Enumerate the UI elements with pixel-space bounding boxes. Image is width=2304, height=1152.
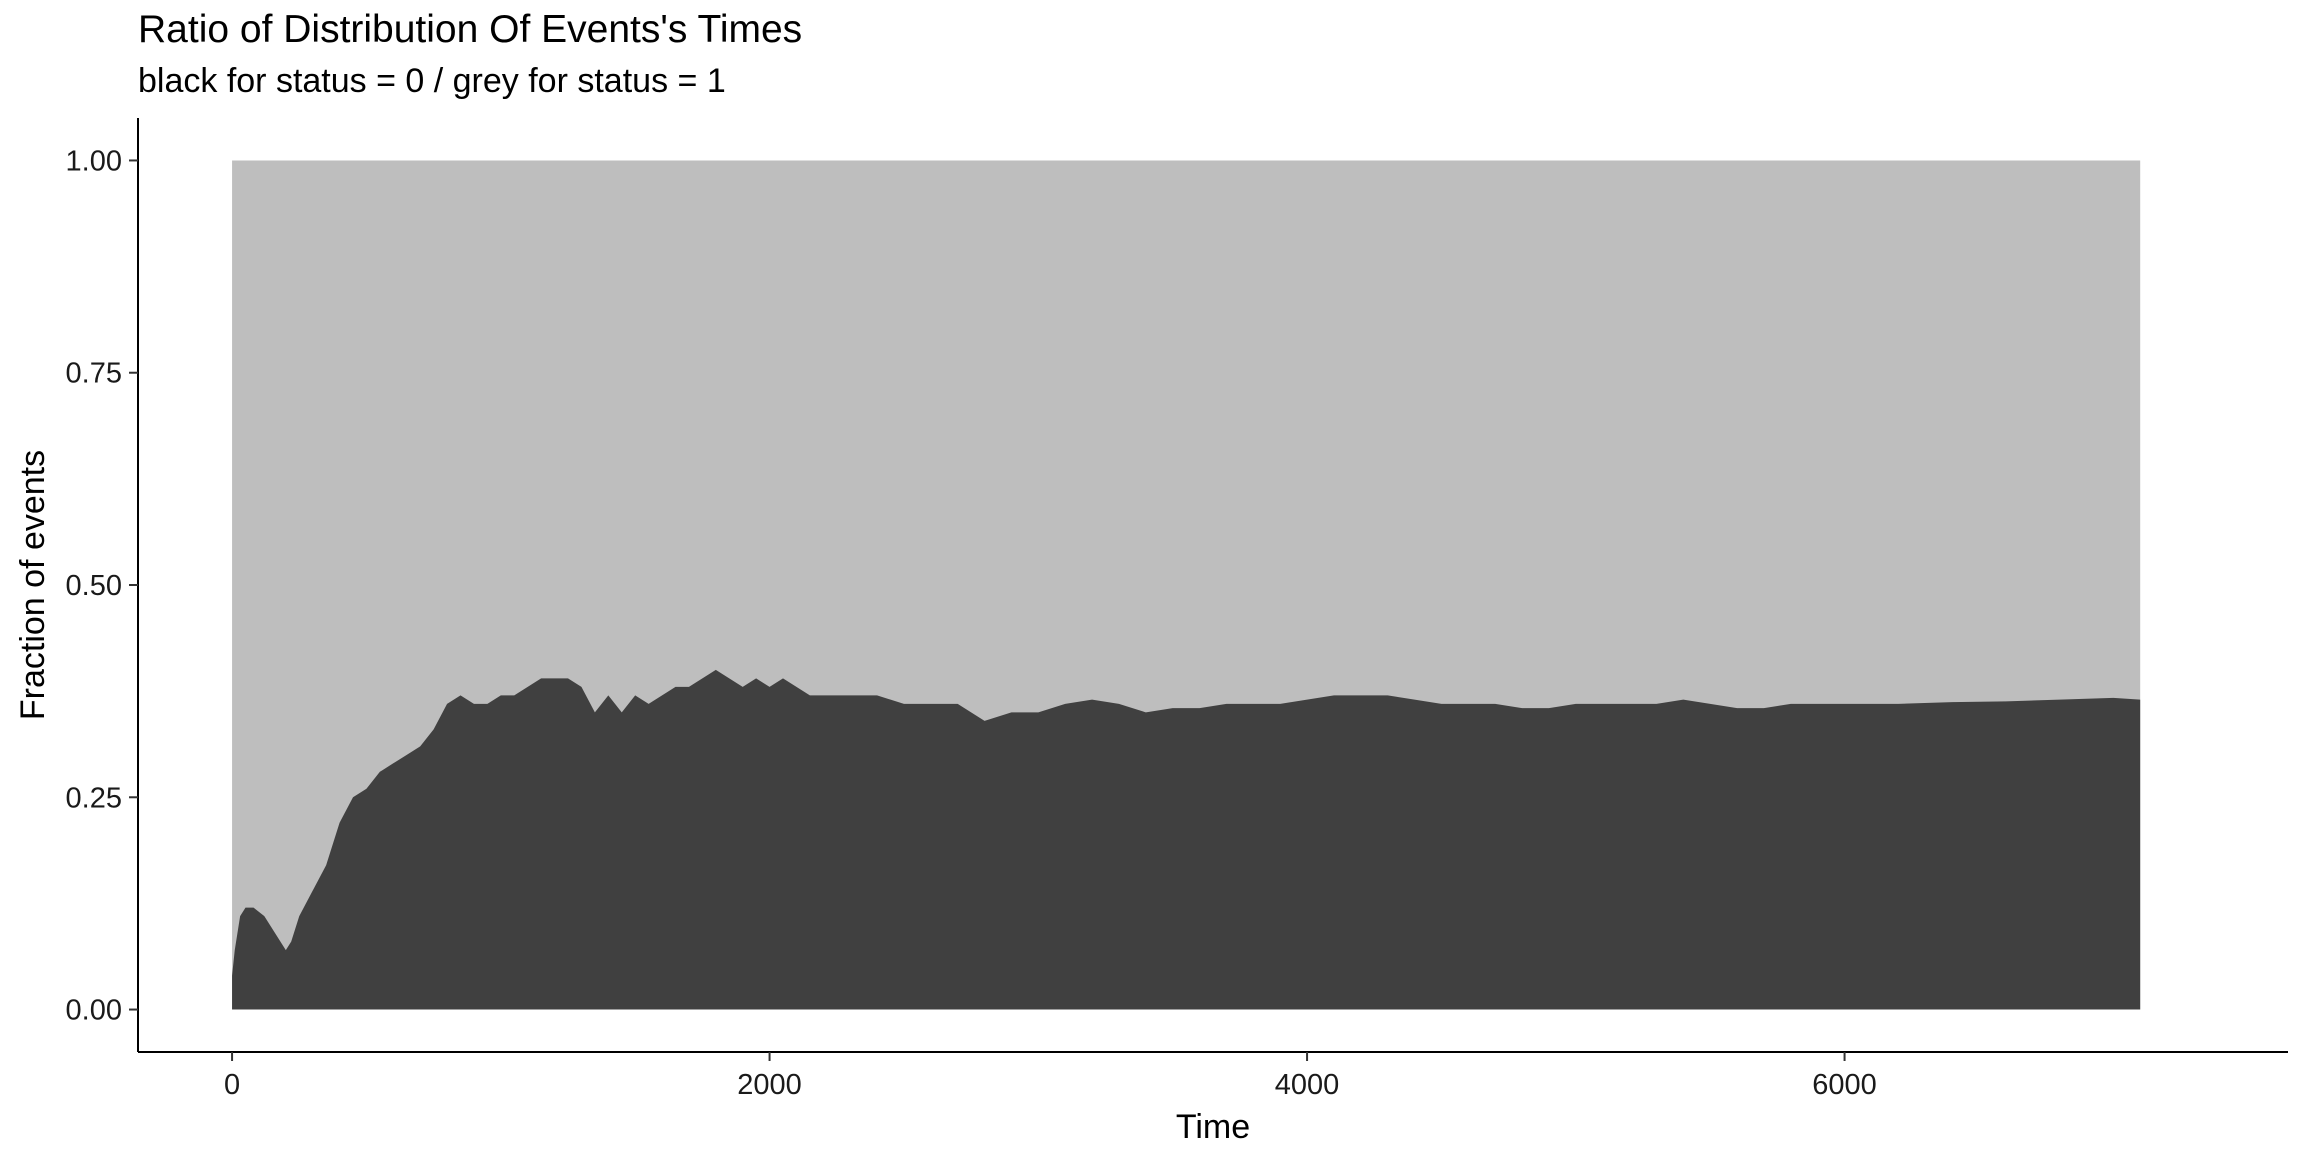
x-ticks: 0 2000 4000 6000 (224, 1052, 1877, 1101)
x-tick-label: 2000 (737, 1069, 802, 1101)
x-tick-label: 4000 (1275, 1069, 1340, 1101)
chart-subtitle: black for status = 0 / grey for status =… (138, 62, 726, 100)
y-tick-label: 0.75 (66, 358, 122, 390)
chart-title: Ratio of Distribution Of Events's Times (138, 8, 803, 51)
y-tick-label: 0.00 (66, 995, 122, 1027)
y-tick-label: 0.25 (66, 782, 122, 814)
y-axis-title: Fraction of events (14, 450, 52, 720)
x-axis-title: Time (1176, 1108, 1250, 1146)
area-status-0 (232, 669, 2141, 1010)
x-tick-label: 6000 (1812, 1069, 1877, 1101)
area-layer (232, 160, 2141, 1010)
y-tick-label: 0.50 (66, 570, 122, 602)
y-tick-label: 1.00 (66, 145, 122, 177)
y-ticks: 0.00 0.25 0.50 0.75 1.00 (66, 145, 138, 1027)
x-tick-label: 0 (224, 1069, 240, 1101)
